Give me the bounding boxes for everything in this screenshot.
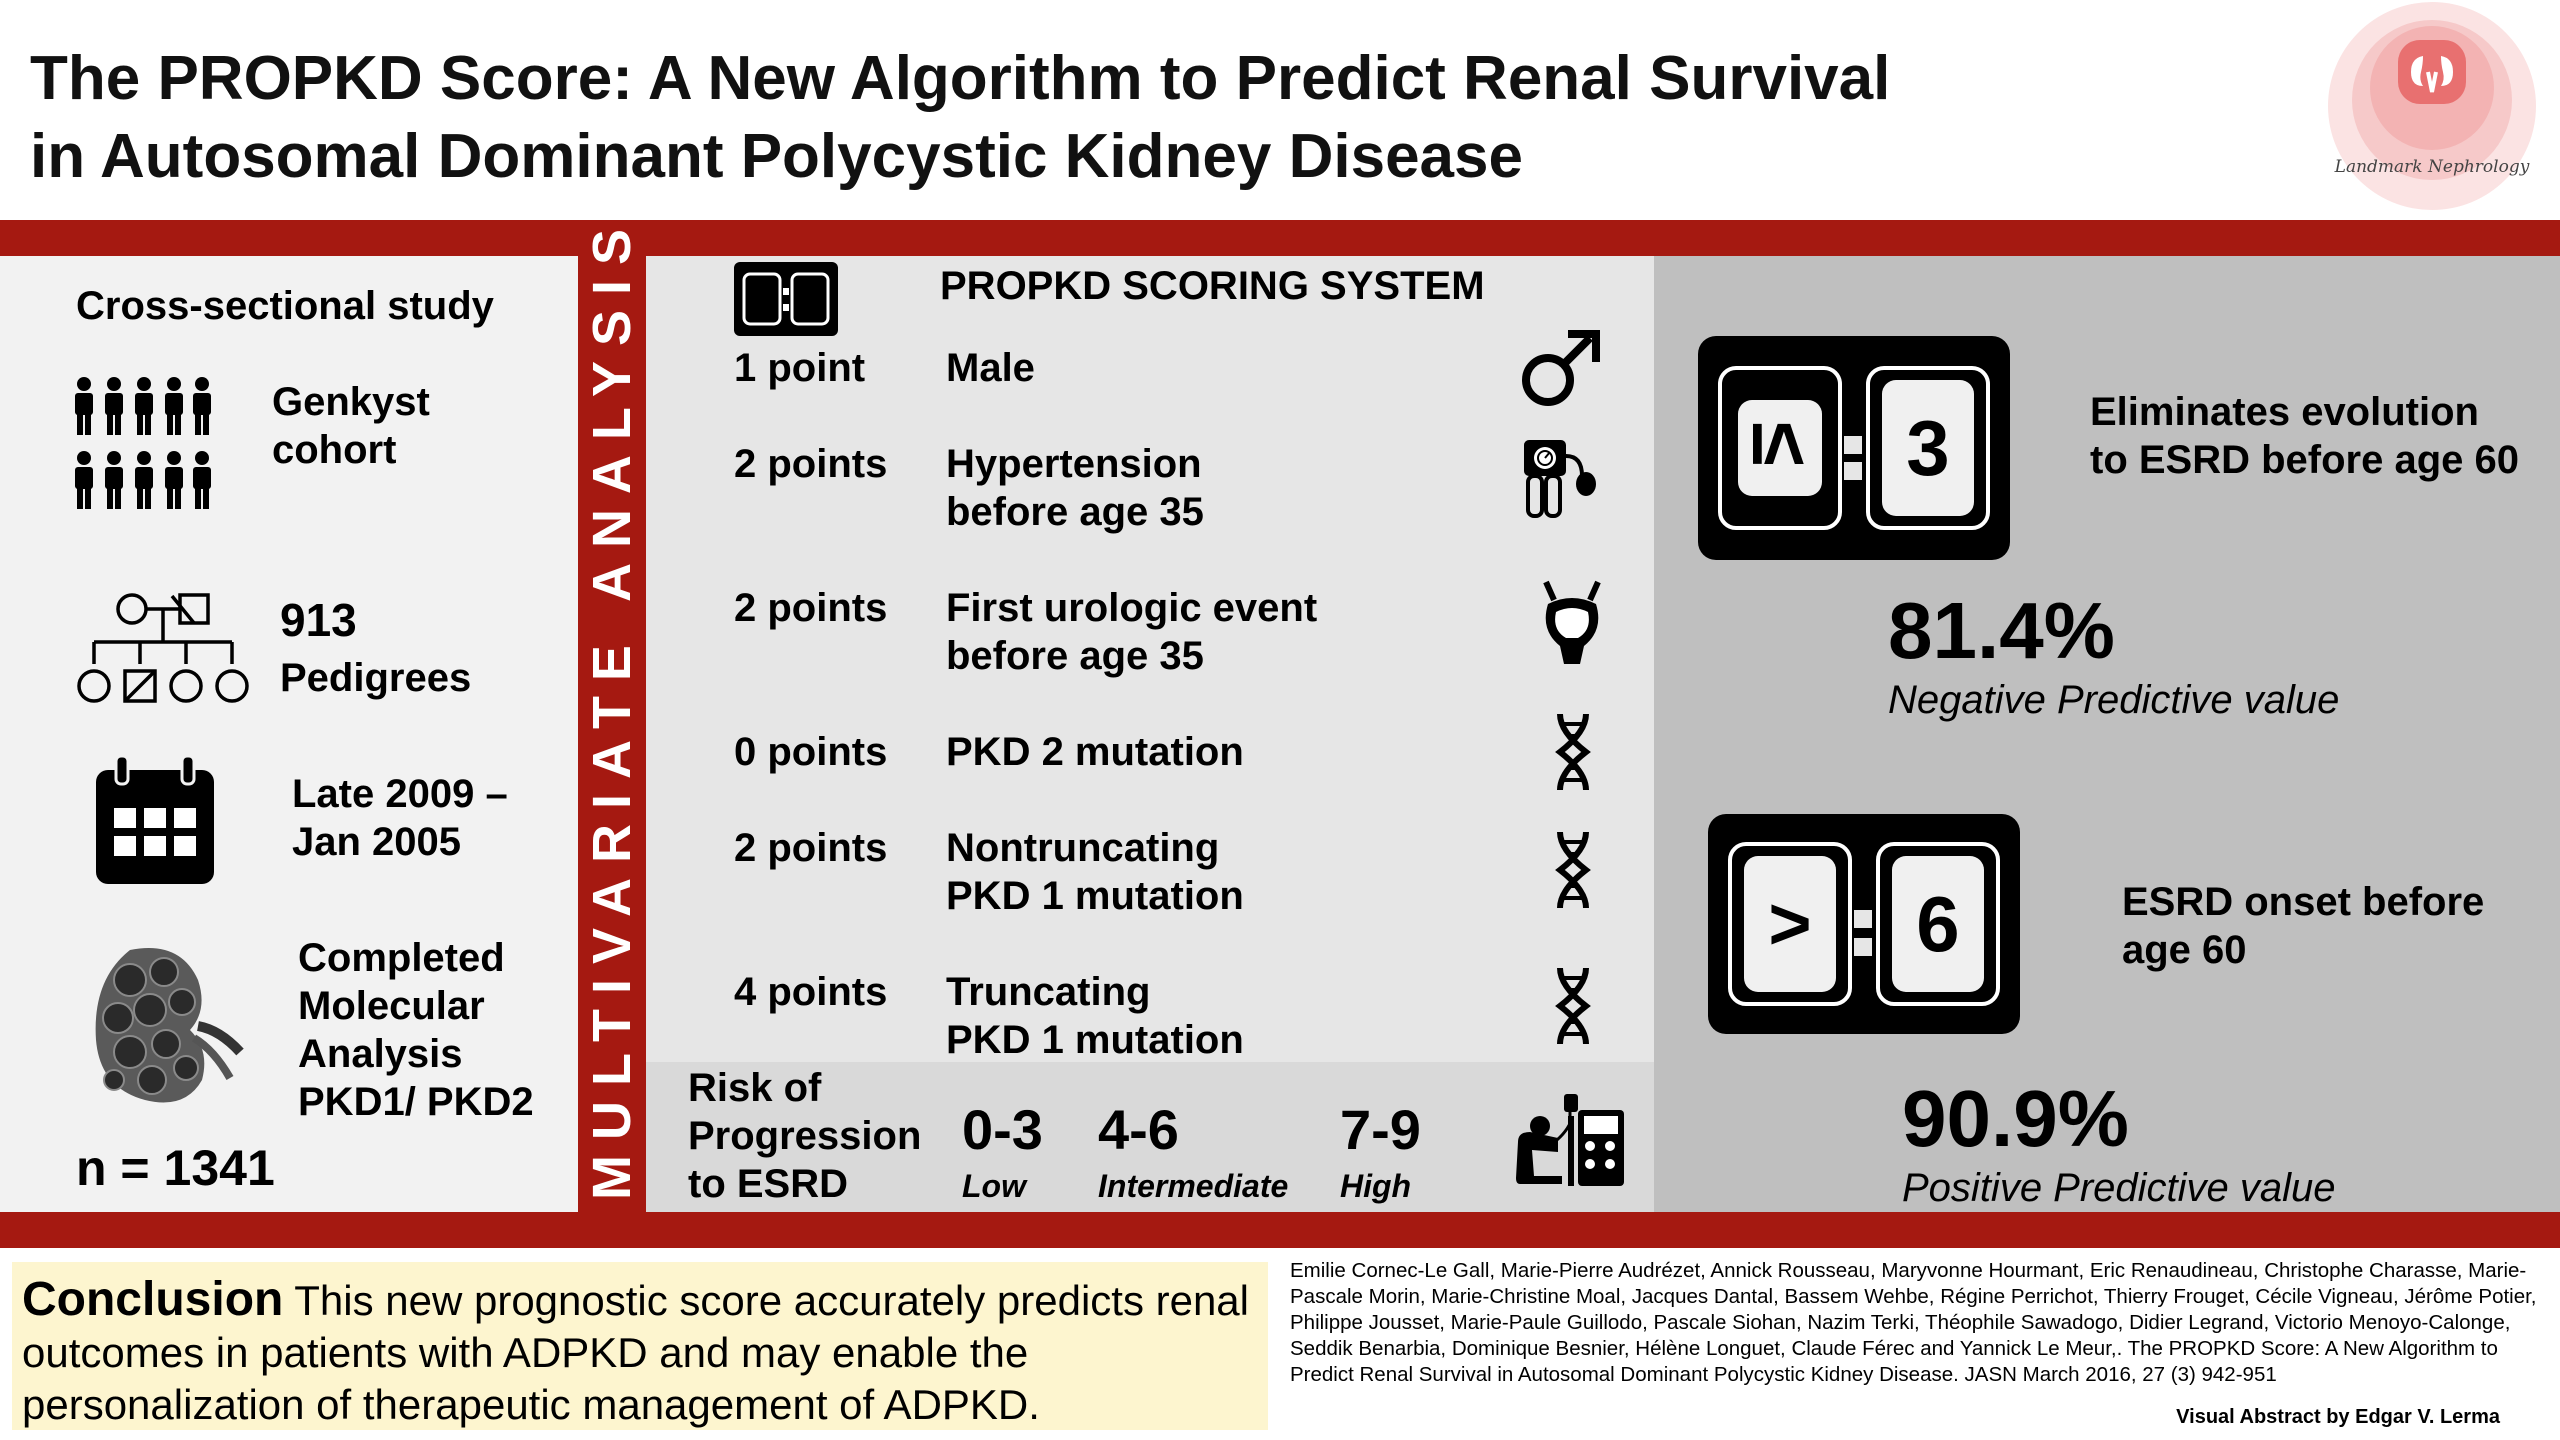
row-truncating-line-2: PKD 1 mutation (946, 1018, 1244, 1062)
risk-low-range: 0-3 (962, 1098, 1043, 1161)
analysis-line-1: Completed (298, 936, 505, 980)
dialysis-patient-icon (1516, 1094, 1624, 1186)
pedigree-tree-icon (77, 593, 249, 703)
score-low-desc-line-2: to ESRD before age 60 (2090, 438, 2520, 482)
row-urologic-points: 2 points (734, 586, 888, 630)
bladder-icon (1543, 580, 1601, 664)
dna-icon (1555, 713, 1591, 791)
page-title: The PROPKD Score: A New Algorithm to Pre… (30, 40, 2230, 196)
cohort-line-2: cohort (272, 428, 397, 472)
scoreboard-icon (734, 262, 838, 336)
ppv-percent: 90.9% (1902, 1074, 2129, 1163)
pedigrees-count: 913 (280, 594, 357, 646)
score-low-desc-line-1: Eliminates evolution (2090, 390, 2479, 434)
cohort-name: Genkyst cohort (272, 378, 430, 474)
row-hypertension-line-1: Hypertension (946, 442, 1202, 486)
row-urologic-line-2: before age 35 (946, 634, 1204, 678)
risk-high-label: High (1340, 1168, 1412, 1204)
row-hypertension-points: 2 points (734, 442, 888, 486)
row-nontruncating-line-2: PKD 1 mutation (946, 874, 1244, 918)
people-group-icon (75, 377, 211, 509)
molecular-analysis: Completed Molecular Analysis PKD1/ PKD2 (298, 934, 534, 1126)
title-line-1: The PROPKD Score: A New Algorithm to Pre… (30, 44, 1891, 113)
ppv-label: Positive Predictive value (1902, 1166, 2336, 1210)
row-nontruncating-factor: Nontruncating PKD 1 mutation (946, 824, 1244, 920)
blood-pressure-monitor-icon (1524, 440, 1596, 518)
study-type: Cross-sectional study (76, 284, 494, 328)
male-symbol-icon (1522, 330, 1600, 406)
title-line-2: in Autosomal Dominant Polycystic Kidney … (30, 122, 1523, 191)
risk-label-line-3: to ESRD (688, 1162, 848, 1206)
polycystic-kidney-icon (95, 948, 244, 1103)
row-truncating-factor: Truncating PKD 1 mutation (946, 968, 1244, 1064)
pedigrees-label: Pedigrees (280, 656, 472, 700)
analysis-line-3: Analysis (298, 1032, 463, 1076)
row-nontruncating-points: 2 points (734, 826, 888, 870)
row-pkd2-points: 0 points (734, 730, 888, 774)
row-male-points: 1 point (734, 346, 866, 390)
dna-icon (1555, 831, 1591, 909)
risk-intermediate-range: 4-6 (1098, 1098, 1179, 1161)
analysis-line-2: Molecular (298, 984, 485, 1028)
risk-panel (646, 1062, 1654, 1212)
row-nontruncating-line-1: Nontruncating (946, 826, 1220, 870)
score-high-board: > 6 (1708, 814, 2020, 1034)
score-low-symbol: ≤ (1736, 422, 1825, 466)
sample-size: n = 1341 (76, 1140, 275, 1196)
row-pkd2-line-1: PKD 2 mutation (946, 730, 1244, 774)
conclusion-box: Conclusion This new prognostic score acc… (12, 1262, 1268, 1430)
conclusion-heading: Conclusion (22, 1273, 284, 1326)
bottom-red-band (0, 1212, 2560, 1248)
vertical-red-band (578, 256, 646, 1212)
row-hypertension-line-2: before age 35 (946, 490, 1204, 534)
risk-intermediate-label: Intermediate (1098, 1168, 1289, 1204)
score-high-desc-line-2: age 60 (2122, 928, 2247, 972)
study-period: Late 2009 – Jan 2005 (292, 770, 508, 866)
score-high-symbol: > (1744, 856, 1836, 992)
risk-label-line-1: Risk of (688, 1066, 822, 1110)
score-high-description: ESRD onset before age 60 (2122, 878, 2484, 974)
risk-label: Risk of Progression to ESRD (688, 1064, 921, 1208)
risk-high-range: 7-9 (1340, 1098, 1421, 1161)
score-low-description: Eliminates evolution to ESRD before age … (2090, 388, 2519, 484)
row-truncating-points: 4 points (734, 970, 888, 1014)
landmark-nephrology-logo: Landmark Nephrology (2328, 2, 2536, 210)
score-high-desc-line-1: ESRD onset before (2122, 880, 2485, 924)
conclusion-text: This new prognostic score accurately pre… (22, 1277, 1249, 1428)
row-truncating-line-1: Truncating (946, 970, 1151, 1014)
npv-label: Negative Predictive value (1888, 678, 2340, 722)
row-hypertension-factor: Hypertension before age 35 (946, 440, 1204, 536)
row-male-line-1: Male (946, 346, 1035, 390)
row-male-factor: Male (946, 344, 1035, 392)
calendar-icon (96, 756, 214, 884)
multivariate-analysis-label: MULTIVARIATE ANALYSIS (582, 213, 642, 1200)
score-high-value: 6 (1892, 856, 1984, 992)
row-pkd2-factor: PKD 2 mutation (946, 728, 1244, 776)
npv-percent: 81.4% (1888, 586, 2115, 675)
citation-text: Emilie Cornec-Le Gall, Marie-Pierre Audr… (1290, 1259, 2537, 1386)
study-design-panel (0, 256, 578, 1212)
score-low-board: ≤ 3 (1698, 336, 2010, 560)
period-line-1: Late 2009 – (292, 772, 508, 816)
scoring-system-panel (646, 256, 1654, 1062)
row-urologic-line-1: First urologic event (946, 586, 1318, 630)
top-red-band (0, 220, 2560, 256)
analysis-line-4: PKD1/ PKD2 (298, 1080, 534, 1124)
scoring-system-title: PROPKD SCORING SYSTEM (940, 264, 1485, 308)
risk-label-line-2: Progression (688, 1114, 922, 1158)
logo-text: Landmark Nephrology (2334, 157, 2530, 177)
dna-icon (1555, 967, 1591, 1045)
visual-abstract-credit: Visual Abstract by Edgar V. Lerma (2176, 1406, 2500, 1428)
score-low-value: 3 (1882, 380, 1974, 516)
cohort-line-1: Genkyst (272, 380, 430, 424)
risk-low-label: Low (962, 1168, 1026, 1204)
row-urologic-factor: First urologic event before age 35 (946, 584, 1317, 680)
period-line-2: Jan 2005 (292, 820, 462, 864)
